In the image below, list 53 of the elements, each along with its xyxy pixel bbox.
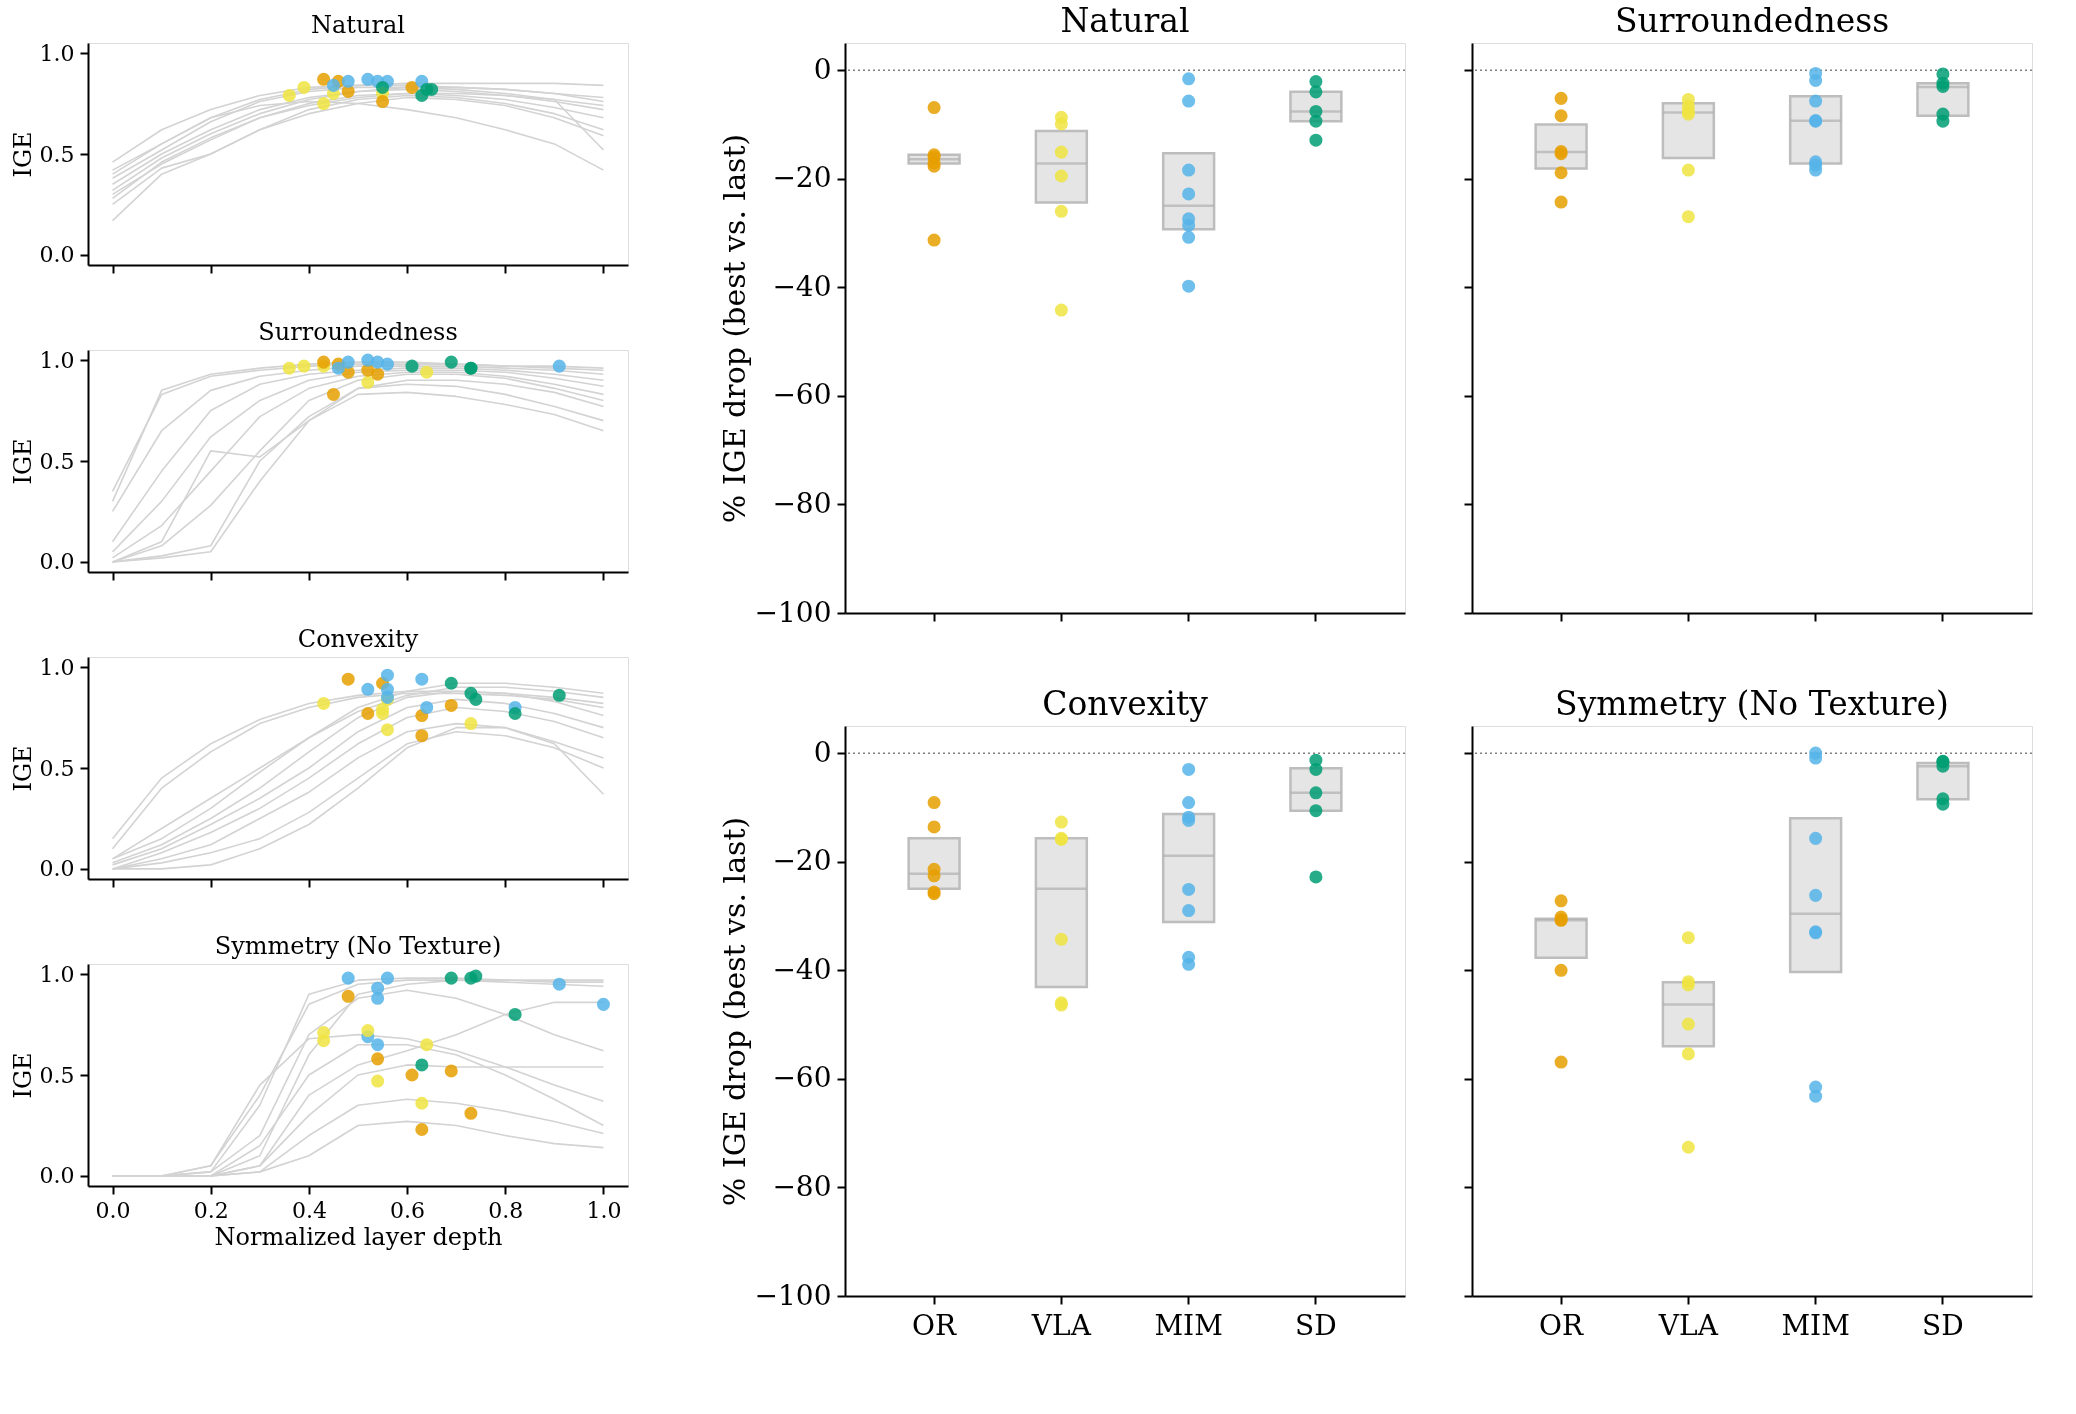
x-axis-title: Normalized layer depth — [214, 1222, 503, 1251]
y-axis-title: IGE — [8, 745, 37, 792]
x-tick-label: MIM — [1781, 1308, 1850, 1342]
chart-title: Natural — [1060, 1, 1190, 40]
chart-title: Convexity — [297, 625, 419, 654]
y-tick-label: −40 — [772, 952, 832, 986]
y-axis-title: % IGE drop (best vs. last) — [716, 133, 752, 524]
x-tick-label: MIM — [1154, 1308, 1223, 1342]
x-tick-label: SD — [1295, 1308, 1337, 1342]
y-tick-label: 1.0 — [39, 961, 75, 987]
y-tick-label: 0.0 — [39, 1163, 75, 1189]
y-tick-label: 1.0 — [39, 40, 75, 66]
y-tick-label: −60 — [772, 378, 832, 412]
y-tick-label: 0.0 — [39, 242, 75, 268]
y-tick-label: −20 — [772, 161, 832, 195]
x-tick-label: OR — [912, 1308, 958, 1342]
y-tick-label: −100 — [754, 595, 832, 629]
y-tick-label: −100 — [754, 1278, 832, 1312]
x-tick-label: SD — [1922, 1308, 1964, 1342]
x-tick-label: VLA — [1657, 1308, 1719, 1342]
chart-title: Surroundedness — [1614, 1, 1890, 40]
y-tick-label: 0.5 — [39, 1062, 75, 1088]
y-tick-label: 0.5 — [39, 755, 75, 781]
y-axis-title: % IGE drop (best vs. last) — [716, 816, 752, 1207]
chart-title: Natural — [311, 11, 405, 40]
y-axis-title: IGE — [8, 131, 37, 178]
y-tick-label: −40 — [772, 269, 832, 303]
x-tick-label: OR — [1539, 1308, 1585, 1342]
y-tick-label: 0.5 — [39, 141, 75, 167]
chart-title: Surroundedness — [258, 318, 458, 347]
chart-title: Symmetry (No Texture) — [214, 932, 502, 961]
y-tick-label: 0 — [813, 52, 832, 86]
y-tick-label: 0 — [813, 735, 832, 769]
y-tick-label: 1.0 — [39, 654, 75, 680]
y-tick-label: 0.0 — [39, 549, 75, 575]
y-tick-label: −80 — [772, 1169, 832, 1203]
y-tick-label: 0.5 — [39, 448, 75, 474]
y-tick-label: −60 — [772, 1061, 832, 1095]
y-tick-label: 0.0 — [39, 856, 75, 882]
y-axis-title: IGE — [8, 1052, 37, 1099]
y-axis-title: IGE — [8, 438, 37, 485]
x-tick-label: 0.0 — [95, 1197, 131, 1223]
x-tick-label: 0.4 — [291, 1197, 327, 1223]
x-tick-label: 0.6 — [390, 1197, 426, 1223]
y-tick-label: −80 — [772, 486, 832, 520]
chart-title: Convexity — [1042, 684, 1209, 723]
chart-title: Symmetry (No Texture) — [1555, 684, 1949, 723]
y-tick-label: −20 — [772, 844, 832, 878]
y-tick-label: 1.0 — [39, 347, 75, 373]
x-tick-label: 0.2 — [193, 1197, 229, 1223]
x-tick-label: 1.0 — [586, 1197, 622, 1223]
x-tick-label: 0.8 — [488, 1197, 524, 1223]
x-tick-label: VLA — [1030, 1308, 1092, 1342]
